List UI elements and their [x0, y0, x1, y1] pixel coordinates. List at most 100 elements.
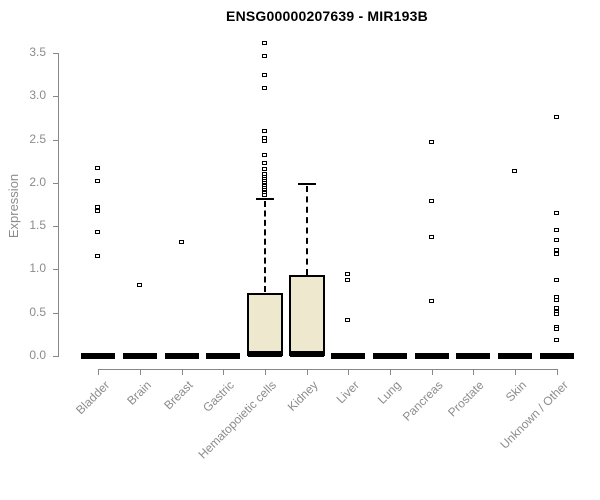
y-axis-line — [58, 53, 59, 357]
y-axis-tick — [53, 313, 58, 314]
y-axis-tick — [53, 140, 58, 141]
x-axis-tick — [140, 369, 141, 375]
boxplot-median — [206, 353, 240, 359]
x-axis-tick-label-prostate: Prostate — [445, 378, 487, 420]
outlier-point — [429, 199, 434, 203]
y-axis-tick-label: 3.0 — [29, 88, 46, 102]
y-axis-tick — [53, 96, 58, 97]
x-axis-tick — [473, 369, 474, 375]
outlier-point — [345, 278, 350, 282]
boxplot-median — [373, 353, 407, 359]
x-axis-tick-label-gastric: Gastric — [200, 378, 237, 415]
x-axis-tick — [265, 369, 266, 375]
x-axis-tick-label-skin: Skin — [502, 378, 529, 405]
outlier-point — [429, 235, 434, 239]
boxplot-box — [289, 275, 325, 356]
x-axis-tick — [223, 369, 224, 375]
boxplot-whisker-cap — [298, 183, 316, 185]
x-axis-tick-label-pancreas: Pancreas — [400, 378, 446, 424]
outlier-point — [554, 238, 559, 242]
x-axis-tick-label-lung: Lung — [375, 378, 404, 407]
outlier-point — [429, 140, 434, 144]
outlier-point — [95, 230, 100, 234]
boxplot-median — [456, 353, 490, 359]
outlier-point — [554, 298, 559, 302]
y-axis-tick — [53, 269, 58, 270]
outlier-point — [95, 166, 100, 170]
y-axis-tick-label: 3.5 — [29, 45, 46, 59]
x-axis-tick-label-brain: Brain — [124, 378, 154, 408]
outlier-point — [554, 306, 559, 310]
y-axis-tick — [53, 356, 58, 357]
x-axis-tick — [390, 369, 391, 375]
boxplot-median — [290, 351, 324, 357]
outlier-point — [95, 209, 100, 213]
outlier-point — [554, 211, 559, 215]
outlier-point — [262, 73, 267, 77]
x-axis-tick — [98, 369, 99, 375]
boxplot-whisker — [306, 186, 308, 275]
outlier-point — [345, 318, 350, 322]
outlier-point — [262, 41, 267, 45]
y-axis-tick-label: 1.0 — [29, 261, 46, 275]
y-axis-tick — [53, 183, 58, 184]
boxplot-whisker-cap — [256, 198, 274, 200]
outlier-point — [512, 169, 517, 173]
boxplot-median — [498, 353, 532, 359]
boxplot-median — [123, 353, 157, 359]
y-axis-tick-label: 2.0 — [29, 175, 46, 189]
boxplot-median — [248, 351, 282, 357]
boxplot-median — [81, 353, 115, 359]
x-axis-line — [98, 369, 557, 370]
outlier-point — [137, 283, 142, 287]
x-axis-tick-label-liver: Liver — [333, 378, 362, 407]
x-axis-tick — [557, 369, 558, 375]
outlier-point — [554, 327, 559, 331]
outlier-point — [345, 272, 350, 276]
outlier-point — [95, 179, 100, 183]
outlier-point — [262, 139, 267, 143]
outlier-point — [554, 338, 559, 342]
x-axis-tick-label-kidney: Kidney — [285, 378, 321, 414]
outlier-point — [179, 240, 184, 244]
boxplot-median — [415, 353, 449, 359]
x-axis-tick — [182, 369, 183, 375]
y-axis-tick-label: 1.5 — [29, 218, 46, 232]
chart-title: ENSG00000207639 - MIR193B — [226, 8, 428, 24]
y-axis-tick — [53, 53, 58, 54]
outlier-point — [554, 228, 559, 232]
outlier-point — [554, 312, 559, 316]
outlier-point — [262, 153, 267, 157]
x-axis-tick — [307, 369, 308, 375]
boxplot-median — [165, 353, 199, 359]
outlier-point — [95, 254, 100, 258]
y-axis-tick — [53, 226, 58, 227]
x-axis-tick — [515, 369, 516, 375]
y-axis-tick-label: 0.5 — [29, 305, 46, 319]
y-axis-tick-label: 0.0 — [29, 348, 46, 362]
outlier-point — [262, 86, 267, 90]
boxplot-whisker — [264, 201, 266, 292]
outlier-point — [554, 252, 559, 256]
x-axis-tick — [348, 369, 349, 375]
outlier-point — [554, 115, 559, 119]
x-axis-tick-label-breast: Breast — [161, 378, 196, 413]
outlier-point — [554, 248, 559, 252]
outlier-point — [554, 278, 559, 282]
outlier-point — [95, 205, 100, 209]
boxplot-box — [247, 293, 283, 356]
y-axis-tick-label: 2.5 — [29, 132, 46, 146]
x-axis-tick-label-bladder: Bladder — [72, 378, 112, 418]
boxplot-median — [331, 353, 365, 359]
outlier-point — [262, 161, 267, 165]
boxplot-median — [540, 353, 574, 359]
outlier-point — [262, 54, 267, 58]
outlier-point — [262, 129, 267, 133]
x-axis-tick-label-hematopoietic-cells: Hematopoietic cells — [195, 378, 279, 462]
outlier-point — [429, 299, 434, 303]
outlier-point — [262, 193, 267, 197]
x-axis-tick — [432, 369, 433, 375]
outlier-point — [262, 167, 267, 171]
